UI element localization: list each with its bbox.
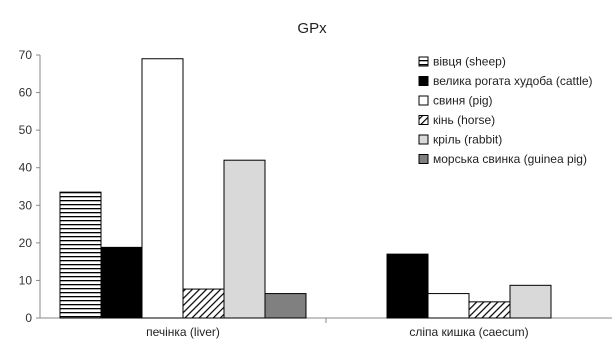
bar <box>59 191 102 319</box>
category-label: сліпа кишка (caecum) <box>409 325 528 339</box>
y-tick-label: 60 <box>19 86 33 100</box>
legend-label: вівця (sheep) <box>433 55 506 69</box>
y-tick-label: 50 <box>19 123 33 137</box>
y-tick-label: 20 <box>19 236 33 250</box>
bar <box>509 284 552 319</box>
bar <box>182 288 225 319</box>
bar <box>264 293 307 319</box>
y-tick-label: 70 <box>19 48 33 62</box>
y-tick-label: 30 <box>19 198 33 212</box>
legend-swatch <box>418 76 429 86</box>
legend-swatch <box>418 95 429 106</box>
legend-label: кріль (rabbit) <box>433 133 502 147</box>
y-tick-label: 0 <box>25 311 32 325</box>
bar <box>100 246 143 319</box>
bar <box>141 58 184 319</box>
legend-swatch <box>418 134 429 145</box>
legend-label: морська свинка (guinea pig) <box>433 152 587 166</box>
bar <box>427 293 470 319</box>
bar <box>386 253 429 319</box>
y-tick-label: 10 <box>19 273 33 287</box>
legend-swatch <box>418 56 429 67</box>
legend-label: велика рогата худоба (cattle) <box>433 74 593 88</box>
legend-label: кінь (horse) <box>433 113 495 127</box>
legend-swatch <box>418 154 429 164</box>
legend-label: свиня (pig) <box>433 94 493 108</box>
chart-title: GPx <box>297 20 327 37</box>
bar <box>223 159 266 319</box>
legend-swatch <box>418 115 429 125</box>
bar <box>468 301 511 319</box>
category-label: печінка (liver) <box>146 325 220 339</box>
y-tick-label: 40 <box>19 161 33 175</box>
